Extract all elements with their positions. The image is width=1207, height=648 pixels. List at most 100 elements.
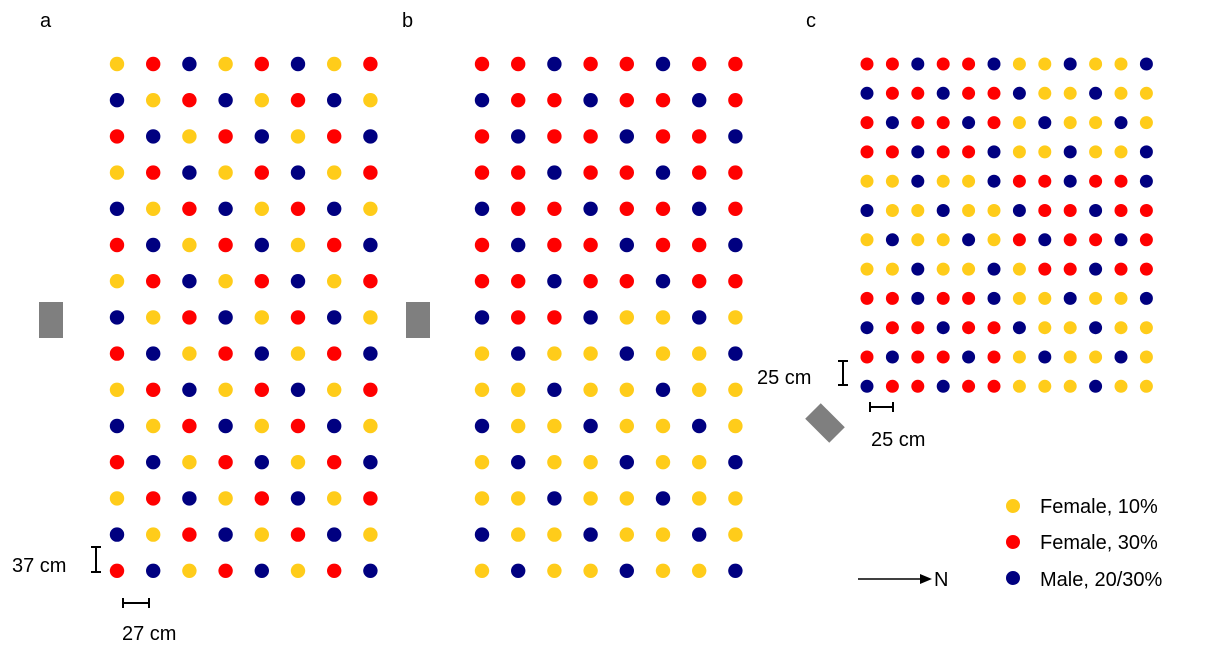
dot-female-10 <box>363 527 378 542</box>
dot-female-10 <box>692 455 707 470</box>
dot-female-30 <box>146 56 161 72</box>
dot-male <box>290 56 306 72</box>
dot-female-30 <box>547 93 562 108</box>
panel-c-dot-grid <box>860 57 1153 393</box>
dot-female-10 <box>1114 57 1128 71</box>
dot-female-30 <box>885 291 899 305</box>
dot-female-10 <box>619 310 634 325</box>
dot-male <box>655 56 671 72</box>
dot-male <box>692 201 707 216</box>
dot-female-30 <box>619 93 634 108</box>
dot-female-10 <box>547 346 562 361</box>
dot-female-10 <box>1012 379 1026 393</box>
dot-female-10 <box>218 491 233 506</box>
dot-female-10 <box>728 527 743 542</box>
dot-female-30 <box>1012 233 1026 247</box>
dot-female-30 <box>1038 174 1052 188</box>
dot-male <box>936 86 950 100</box>
legend-label-female-30: Female, 30% <box>1040 532 1158 554</box>
dot-male <box>962 233 976 247</box>
dot-male <box>860 86 874 100</box>
dot-female-10 <box>109 56 125 72</box>
dot-female-10 <box>583 563 598 578</box>
dot-female-10 <box>655 418 671 434</box>
dot-female-30 <box>254 491 269 506</box>
dot-male <box>1089 321 1103 335</box>
dot-female-10 <box>728 310 743 325</box>
dot-male <box>936 204 950 217</box>
dot-male <box>1038 233 1052 247</box>
dot-male <box>860 204 874 217</box>
dot-male <box>146 455 161 470</box>
dot-male <box>109 310 125 325</box>
dot-male <box>363 346 378 361</box>
dot-female-30 <box>327 455 342 470</box>
dot-female-30 <box>511 56 526 72</box>
dot-male <box>885 233 899 247</box>
dot-female-10 <box>182 346 197 361</box>
dot-female-10 <box>1089 145 1103 159</box>
dot-female-30 <box>511 93 526 108</box>
dot-female-30 <box>728 93 743 108</box>
dot-female-10 <box>987 204 1001 217</box>
dot-female-30 <box>474 274 490 289</box>
dot-male <box>1139 57 1153 71</box>
dot-male <box>254 455 269 470</box>
dot-female-10 <box>987 233 1001 247</box>
dot-female-10 <box>655 310 671 325</box>
dot-male <box>987 174 1001 188</box>
dot-male <box>327 418 342 434</box>
dot-female-30 <box>1063 204 1077 217</box>
dot-female-10 <box>583 491 598 506</box>
dot-female-30 <box>860 350 874 364</box>
dot-female-30 <box>182 527 197 542</box>
dot-male <box>987 262 1001 276</box>
dot-male <box>728 129 743 144</box>
dot-female-30 <box>363 491 378 506</box>
dot-male <box>254 346 269 361</box>
dot-male <box>218 418 233 434</box>
dot-male <box>218 527 233 542</box>
dot-male <box>547 382 562 397</box>
dot-male <box>583 201 598 216</box>
dot-female-30 <box>885 57 899 71</box>
dot-male <box>583 418 598 434</box>
dot-male <box>655 165 671 180</box>
panel-b-gray-block <box>406 302 430 338</box>
dot-female-10 <box>583 346 598 361</box>
dot-female-10 <box>860 233 874 247</box>
dot-female-30 <box>987 86 1001 100</box>
dot-female-10 <box>728 382 743 397</box>
dot-female-10 <box>692 382 707 397</box>
dot-female-10 <box>254 201 269 216</box>
dot-female-30 <box>885 145 899 159</box>
dot-female-30 <box>1139 233 1153 247</box>
dot-female-10 <box>619 418 634 434</box>
dot-female-10 <box>146 201 161 216</box>
panel-a-row-spacing-bracket <box>91 546 101 573</box>
dot-male <box>254 237 269 253</box>
dot-female-10 <box>1139 116 1153 130</box>
dot-female-30 <box>885 321 899 335</box>
dot-female-30 <box>911 116 925 130</box>
dot-male <box>290 491 306 506</box>
dot-female-10 <box>327 382 342 397</box>
dot-female-10 <box>1012 350 1026 364</box>
dot-female-10 <box>327 491 342 506</box>
dot-female-10 <box>1012 262 1026 276</box>
dot-female-10 <box>911 233 925 247</box>
dot-female-30 <box>692 129 707 144</box>
dot-female-10 <box>1114 321 1128 335</box>
dot-female-30 <box>692 274 707 289</box>
dot-female-10 <box>1038 321 1052 335</box>
dot-female-10 <box>583 382 598 397</box>
dot-male <box>109 527 125 542</box>
dot-female-10 <box>474 563 490 578</box>
panel-a-col-spacing-bracket <box>122 598 150 608</box>
dot-female-10 <box>655 563 671 578</box>
dot-female-10 <box>218 56 233 72</box>
dot-female-30 <box>109 346 125 361</box>
dot-male <box>1063 291 1077 305</box>
dot-male <box>1038 350 1052 364</box>
dot-female-30 <box>860 145 874 159</box>
